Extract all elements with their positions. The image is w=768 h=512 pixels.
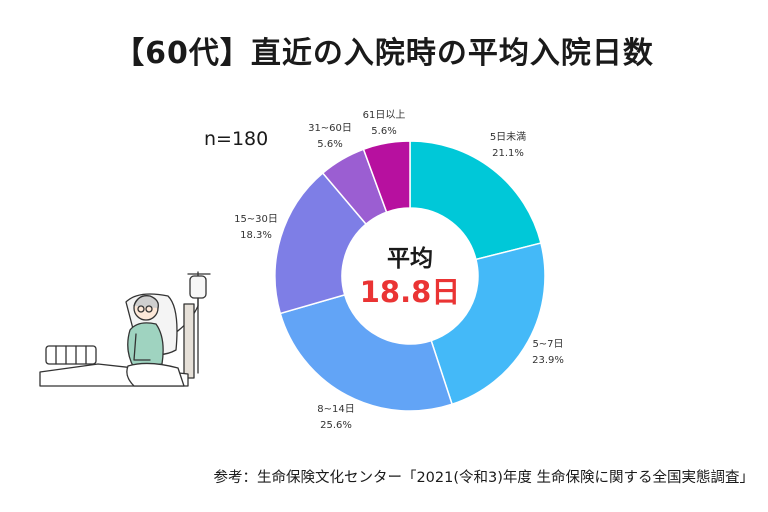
slice-value-label-2: 23.9% — [532, 355, 564, 366]
donut-hole — [342, 208, 478, 344]
slice-value-label-3: 25.6% — [320, 420, 352, 431]
slice-category-label-3: 8~14日 — [317, 404, 354, 415]
labels-group: 5日未満 21.1% 5~7日 23.9% 8~14日 25.6% 15~30日 18.3% 3… — [234, 109, 564, 431]
slice-category-label-1: 5日未満 — [490, 131, 526, 143]
slice-category-label-2: 5~7日 — [532, 339, 563, 350]
chart-title: 【60代】直近の入院時の平均入院日数 — [114, 36, 654, 71]
center-value: 18.8日 — [360, 275, 461, 309]
slice-value-label-6: 5.6% — [371, 126, 396, 137]
slice-2 — [430, 242, 546, 406]
slice-value-label-4: 18.3% — [240, 230, 272, 241]
slice-category-label-4: 15~30日 — [234, 214, 278, 225]
sample-size: n=180 — [204, 128, 269, 150]
slice-category-label-5: 31~60日 — [308, 123, 352, 134]
slice-value-label-5: 5.6% — [317, 139, 342, 150]
slices-group — [274, 140, 546, 412]
patient-illustration — [39, 271, 211, 387]
slice-category-label-6: 61日以上 — [363, 109, 406, 121]
center-label: 平均 — [387, 245, 433, 272]
source-note: 参考：生命保険文化センター「2021(令和3)年度 生命保険に関する全国実態調査… — [213, 470, 754, 486]
slice-value-label-1: 21.1% — [492, 148, 524, 159]
